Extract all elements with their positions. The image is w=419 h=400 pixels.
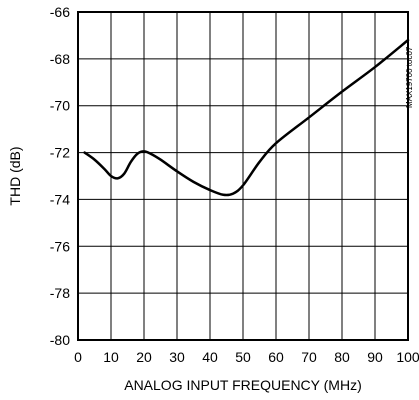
x-tick-label: 10	[103, 349, 119, 365]
y-tick-label: -70	[50, 98, 70, 114]
x-tick-label: 20	[136, 349, 152, 365]
y-tick-label: -66	[50, 4, 70, 20]
thd-series-line	[83, 38, 410, 197]
y-tick-label: -74	[50, 191, 70, 207]
x-axis-label: ANALOG INPUT FREQUENCY (MHz)	[124, 377, 362, 393]
plot-border	[77, 11, 409, 341]
plot-frame	[77, 11, 409, 341]
x-tick-label: 100	[396, 349, 419, 365]
x-tick-label: 40	[202, 349, 218, 365]
y-tick-label: -72	[50, 145, 70, 161]
grid	[77, 11, 409, 341]
y-tick-label: -76	[50, 238, 70, 254]
y-axis-label: THD (dB)	[7, 146, 23, 205]
x-tick-label: 30	[169, 349, 185, 365]
y-tick-label: -68	[50, 51, 70, 67]
x-tick-label: 50	[235, 349, 251, 365]
series-layer	[83, 38, 410, 197]
x-tick-label: 60	[268, 349, 284, 365]
y-tick-label: -80	[50, 332, 70, 348]
x-tick-label: 90	[367, 349, 383, 365]
x-tick-labels: 0 10 20 30 40 50 60 70 80 90 100	[74, 349, 419, 365]
y-tick-labels: -66 -68 -70 -72 -74 -76 -78 -80	[50, 4, 70, 348]
x-tick-label: 80	[334, 349, 350, 365]
figure-id-label: MAX19700 toc07	[405, 46, 414, 108]
y-tick-label: -78	[50, 285, 70, 301]
x-tick-label: 0	[74, 349, 82, 365]
x-tick-label: 70	[301, 349, 317, 365]
